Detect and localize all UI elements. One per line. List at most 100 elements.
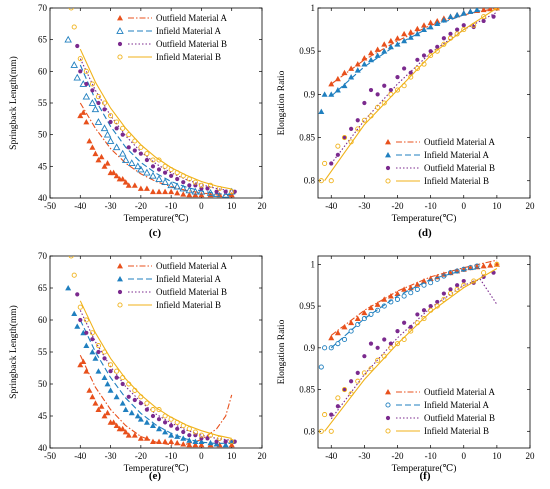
- data-point: [374, 301, 381, 307]
- data-point: [180, 441, 187, 447]
- data-point: [80, 358, 87, 364]
- data-point: [388, 341, 393, 346]
- data-point: [349, 379, 354, 384]
- data-point: [348, 65, 355, 71]
- data-point: [113, 172, 120, 179]
- data-point: [122, 406, 129, 412]
- y-tick-label: 60: [38, 315, 48, 325]
- data-point: [388, 91, 394, 97]
- data-point: [132, 148, 137, 153]
- data-point: [108, 119, 113, 125]
- data-point: [480, 263, 487, 269]
- legend-label: Infield Material A: [156, 26, 221, 36]
- data-point: [77, 112, 84, 119]
- y-tick-label: 0.9: [304, 343, 316, 353]
- data-point: [461, 282, 467, 288]
- data-point: [491, 14, 496, 19]
- data-point: [70, 61, 78, 68]
- data-point: [368, 311, 374, 317]
- data-point: [174, 170, 180, 176]
- legend-label: Infield Material A: [424, 400, 489, 410]
- legend-label: Infield Material A: [424, 150, 489, 160]
- fit-line: [330, 8, 498, 85]
- data-point: [156, 425, 163, 432]
- x-tick-label: -40: [74, 201, 86, 211]
- data-point: [206, 189, 215, 196]
- data-point: [223, 189, 228, 194]
- data-point: [119, 425, 126, 432]
- data-point: [169, 423, 174, 428]
- data-point: [408, 290, 414, 296]
- data-point: [228, 441, 235, 448]
- data-point: [122, 429, 129, 435]
- data-point: [187, 183, 192, 188]
- data-point: [168, 432, 175, 438]
- data-point: [461, 23, 466, 28]
- data-point: [421, 61, 427, 67]
- data-point: [334, 75, 341, 82]
- plot-area: [318, 8, 500, 184]
- data-point: [361, 309, 368, 316]
- data-point: [328, 345, 334, 351]
- data-point: [162, 413, 168, 419]
- x-tick-label: -10: [425, 201, 437, 211]
- data-point: [214, 189, 219, 194]
- y-tick-label: 45: [38, 161, 48, 171]
- data-point: [428, 307, 434, 313]
- data-point: [435, 299, 440, 305]
- data-point: [181, 180, 186, 185]
- data-point: [408, 328, 414, 334]
- plot-frame: [49, 255, 263, 449]
- data-point: [167, 181, 175, 189]
- x-axis-label: Temperature(℃): [392, 213, 457, 224]
- legend-marker: [385, 428, 391, 434]
- data-point: [361, 370, 367, 376]
- series-infield_b: [68, 8, 235, 195]
- data-point: [156, 417, 162, 422]
- data-point: [402, 320, 407, 325]
- data-point: [394, 341, 401, 347]
- data-point: [73, 73, 82, 81]
- data-point: [71, 310, 78, 316]
- data-point: [368, 56, 374, 63]
- data-point: [180, 173, 186, 179]
- data-point: [192, 179, 198, 185]
- data-point: [94, 118, 103, 125]
- data-point: [348, 391, 354, 397]
- data-point: [414, 30, 421, 37]
- data-point: [181, 429, 186, 435]
- data-point: [162, 163, 168, 169]
- x-tick-label: -10: [165, 201, 177, 211]
- data-point: [341, 387, 348, 393]
- data-point: [421, 53, 427, 58]
- data-point: [92, 355, 99, 361]
- plot-frame: [317, 7, 531, 199]
- data-point: [82, 92, 91, 100]
- data-point: [180, 423, 186, 429]
- data-point: [144, 151, 150, 157]
- legend-marker: [385, 165, 391, 171]
- data-point: [143, 185, 150, 191]
- y-tick-label: 0.95: [299, 301, 315, 311]
- data-point: [329, 161, 334, 166]
- data-point: [447, 291, 454, 297]
- data-point: [342, 387, 347, 392]
- data-point: [126, 381, 132, 387]
- data-point: [102, 356, 107, 361]
- data-point: [471, 278, 477, 284]
- data-point: [207, 439, 214, 446]
- fit-line: [330, 259, 498, 336]
- data-point: [341, 336, 348, 343]
- data-point: [328, 91, 335, 97]
- data-point: [122, 179, 129, 185]
- legend-marker: [116, 27, 124, 34]
- series-outfield_b: [75, 43, 237, 194]
- legend-label: Outfield Material B: [424, 163, 495, 173]
- panel-label: (f): [420, 470, 431, 482]
- series-infield_b: [318, 261, 500, 434]
- x-axis-label: Temperature(℃): [124, 463, 189, 474]
- data-point: [91, 105, 100, 113]
- data-point: [381, 353, 387, 359]
- data-point: [149, 188, 156, 195]
- x-tick-label: -20: [135, 201, 147, 211]
